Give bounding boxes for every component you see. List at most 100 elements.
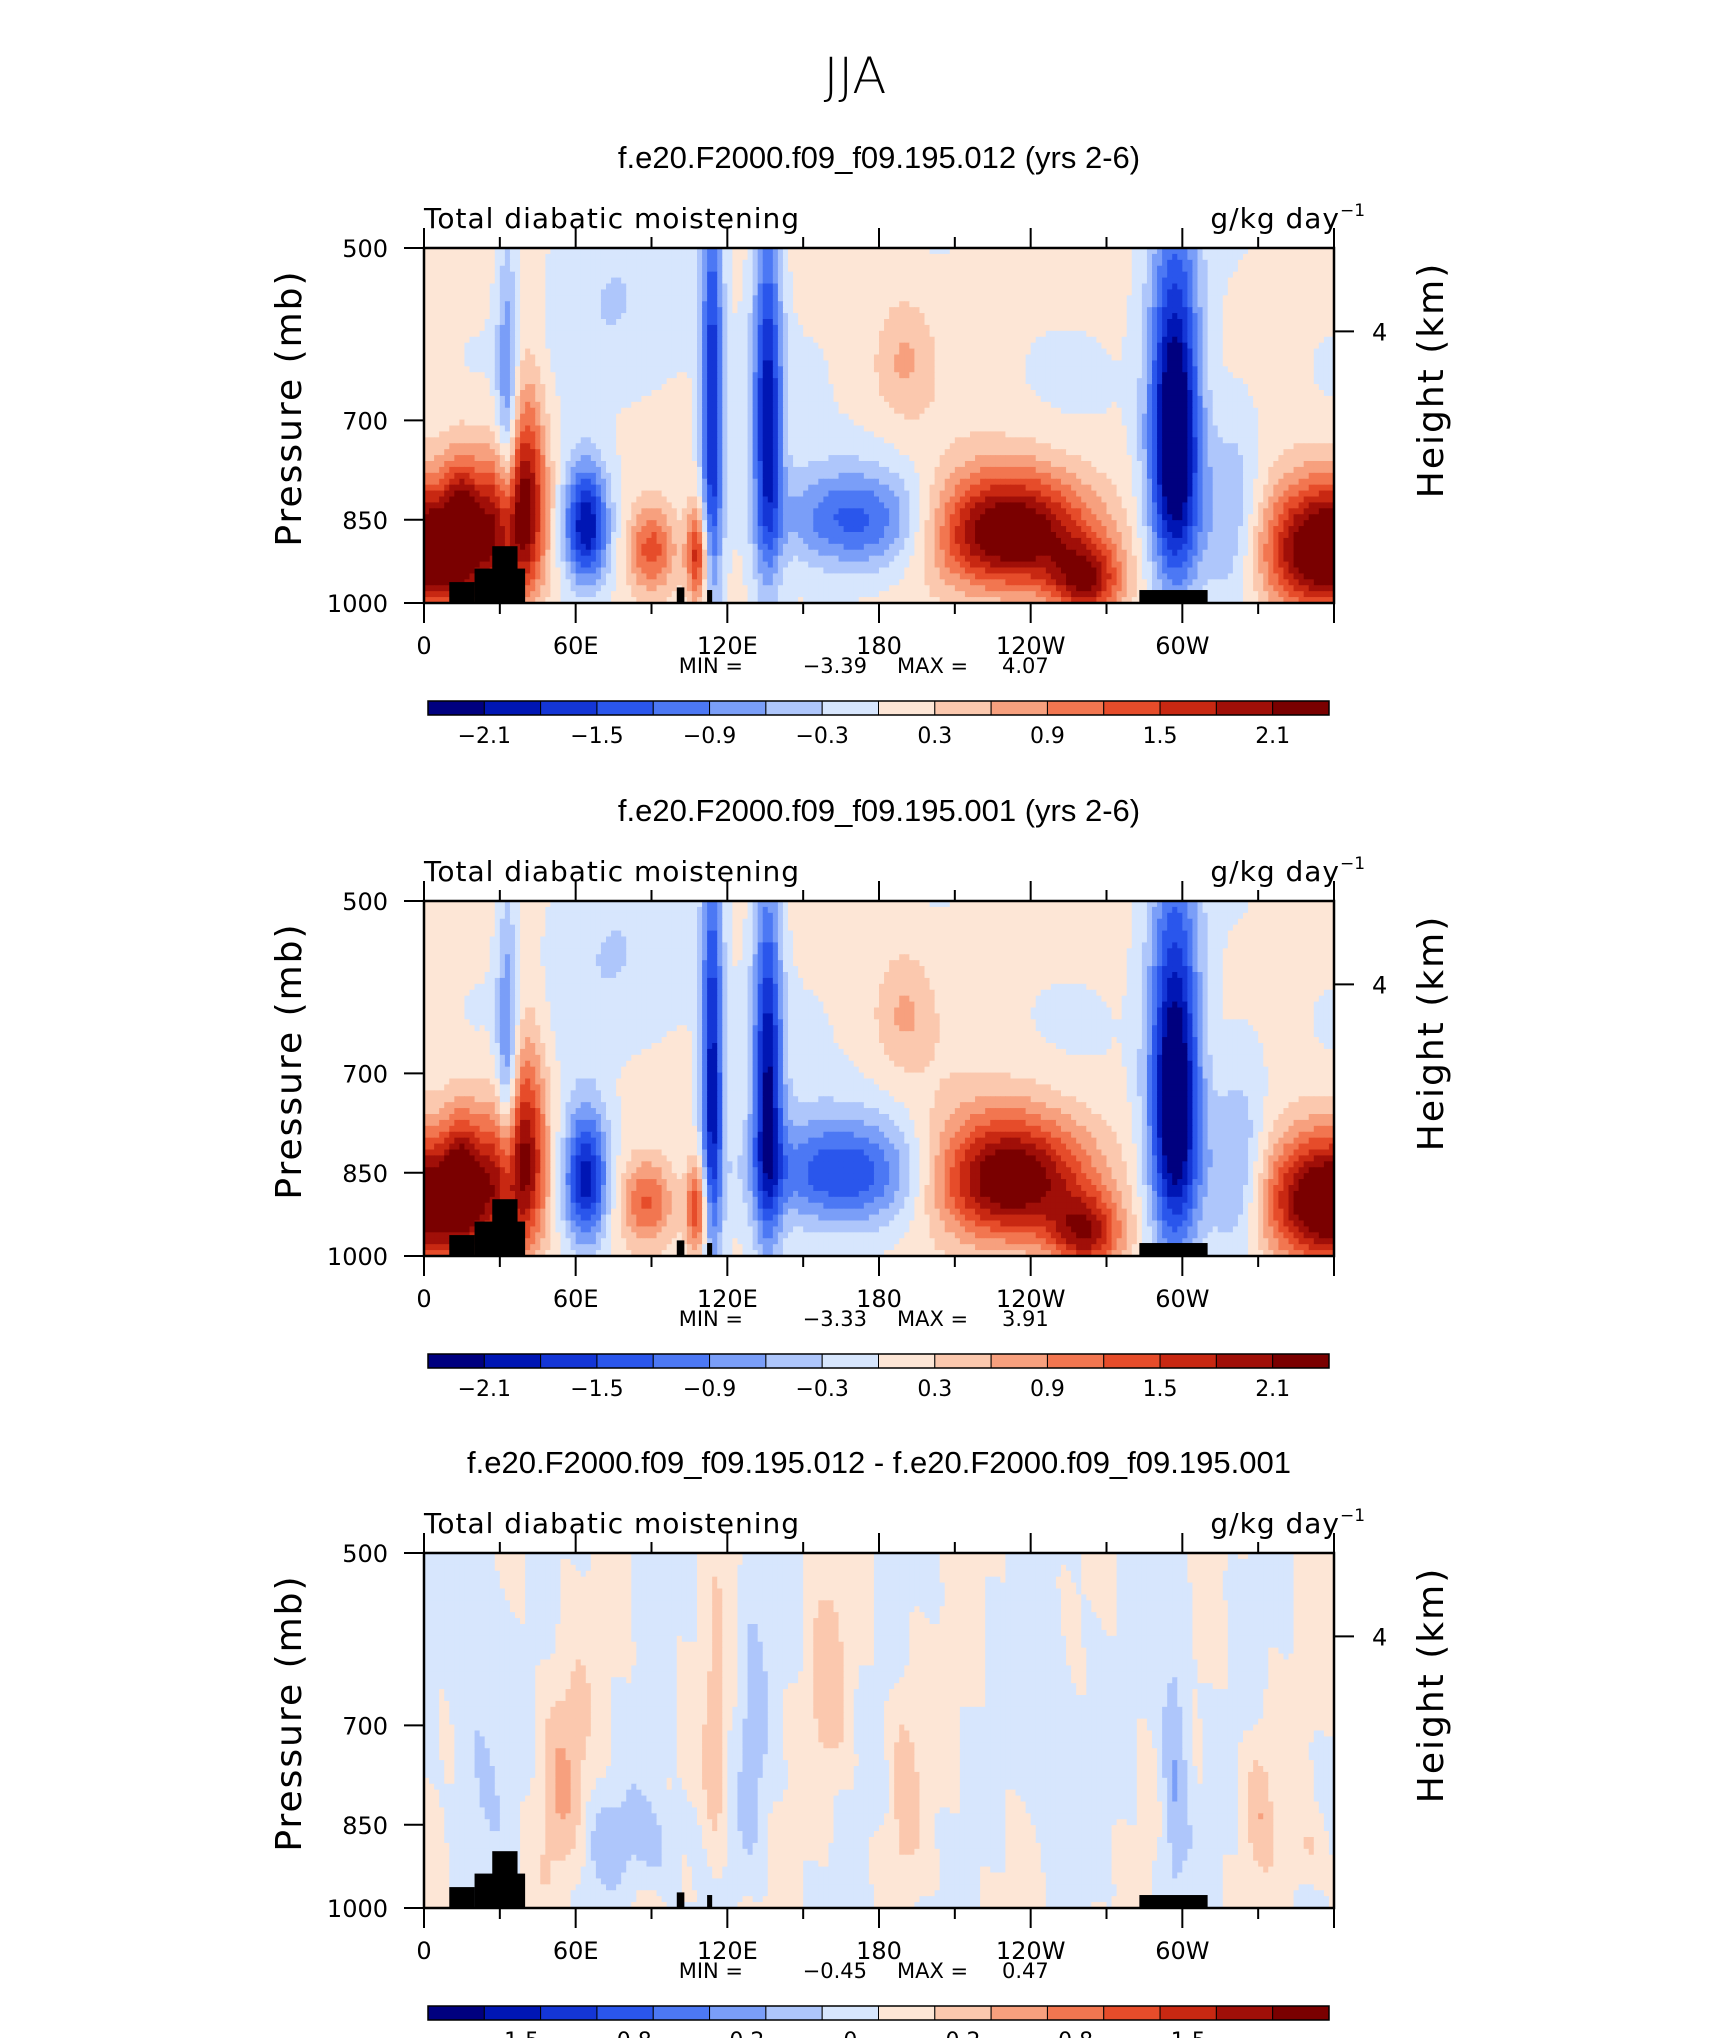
field-cell [798, 284, 804, 291]
field-cell [626, 355, 632, 362]
field-cell [1213, 266, 1219, 273]
field-cell [1177, 349, 1183, 356]
field-cell [464, 331, 470, 338]
field-cell [743, 349, 749, 356]
field-cell [1021, 266, 1027, 273]
field-cell [1238, 402, 1244, 409]
field-cell [510, 390, 516, 397]
field-cell [1228, 355, 1234, 362]
field-cell [808, 313, 814, 320]
field-cell [1309, 254, 1315, 261]
field-cell [1021, 284, 1027, 291]
field-cell [869, 390, 875, 397]
field-cell [495, 284, 501, 291]
field-cell [717, 289, 723, 296]
field-cell [768, 284, 774, 291]
field-cell [1152, 289, 1158, 296]
field-cell [1172, 390, 1178, 397]
field-cell [879, 289, 885, 296]
field-cell [1056, 260, 1062, 267]
field-cell [1016, 278, 1022, 285]
field-cell [636, 325, 642, 332]
field-cell [470, 278, 476, 285]
field-cell [1299, 337, 1305, 344]
field-cell [626, 319, 632, 326]
field-cell [1233, 301, 1239, 308]
field-cell [540, 254, 546, 261]
field-cell [434, 325, 440, 332]
field-cell [1046, 402, 1052, 409]
field-cell [444, 307, 450, 314]
field-cell [1021, 313, 1027, 320]
field-cell [692, 295, 698, 302]
field-cell [1258, 384, 1264, 391]
field-cell [783, 319, 789, 326]
field-cell [454, 254, 460, 261]
field-cell [1309, 272, 1315, 279]
field-cell [828, 384, 834, 391]
field-cell [1238, 260, 1244, 267]
field-cell [566, 254, 572, 261]
field-cell [626, 284, 632, 291]
field-cell [1324, 289, 1330, 296]
field-cell [818, 378, 824, 385]
field-cell [899, 260, 905, 267]
field-cell [606, 272, 612, 279]
field-cell [470, 284, 476, 291]
field-cell [525, 325, 531, 332]
field-cell [869, 266, 875, 273]
field-cell [561, 266, 567, 273]
field-cell [586, 366, 592, 373]
field-cell [707, 278, 713, 285]
field-cell [1066, 349, 1072, 356]
field-cell [869, 349, 875, 356]
field-cell [1096, 337, 1102, 344]
field-cell [884, 319, 890, 326]
field-cell [1147, 254, 1153, 261]
field-cell [581, 372, 587, 379]
field-cell [879, 337, 885, 344]
field-cell [606, 355, 612, 362]
field-cell [980, 278, 986, 285]
field-cell [788, 284, 794, 291]
field-cell [753, 402, 759, 409]
field-cell [1036, 295, 1042, 302]
field-cell [566, 260, 572, 267]
field-cell [1299, 390, 1305, 397]
field-cell [1253, 378, 1259, 385]
field-cell [1107, 260, 1113, 267]
field-cell [636, 254, 642, 261]
field-cell [581, 272, 587, 279]
field-cell [581, 337, 587, 344]
field-cell [535, 272, 541, 279]
field-cell [586, 378, 592, 385]
field-cell [1248, 289, 1254, 296]
field-cell [429, 408, 435, 415]
field-cell [1243, 295, 1249, 302]
field-cell [899, 278, 905, 285]
field-cell [581, 390, 587, 397]
field-cell [798, 319, 804, 326]
field-cell [1142, 272, 1148, 279]
field-cell [621, 408, 627, 415]
field-cell [636, 313, 642, 320]
field-cell [813, 349, 819, 356]
field-cell [677, 254, 683, 261]
field-cell [945, 278, 951, 285]
field-cell [525, 337, 531, 344]
field-cell [1187, 390, 1193, 397]
field-cell [495, 384, 501, 391]
field-cell [1142, 313, 1148, 320]
field-cell [874, 343, 880, 350]
field-cell [576, 360, 582, 367]
field-cell [631, 260, 637, 267]
field-cell [1268, 396, 1274, 403]
field-cell [1086, 360, 1092, 367]
field-cell [444, 319, 450, 326]
field-cell [828, 301, 834, 308]
field-cell [510, 313, 516, 320]
field-cell [682, 396, 688, 403]
field-cell [768, 260, 774, 267]
field-cell [581, 260, 587, 267]
field-cell [1046, 272, 1052, 279]
